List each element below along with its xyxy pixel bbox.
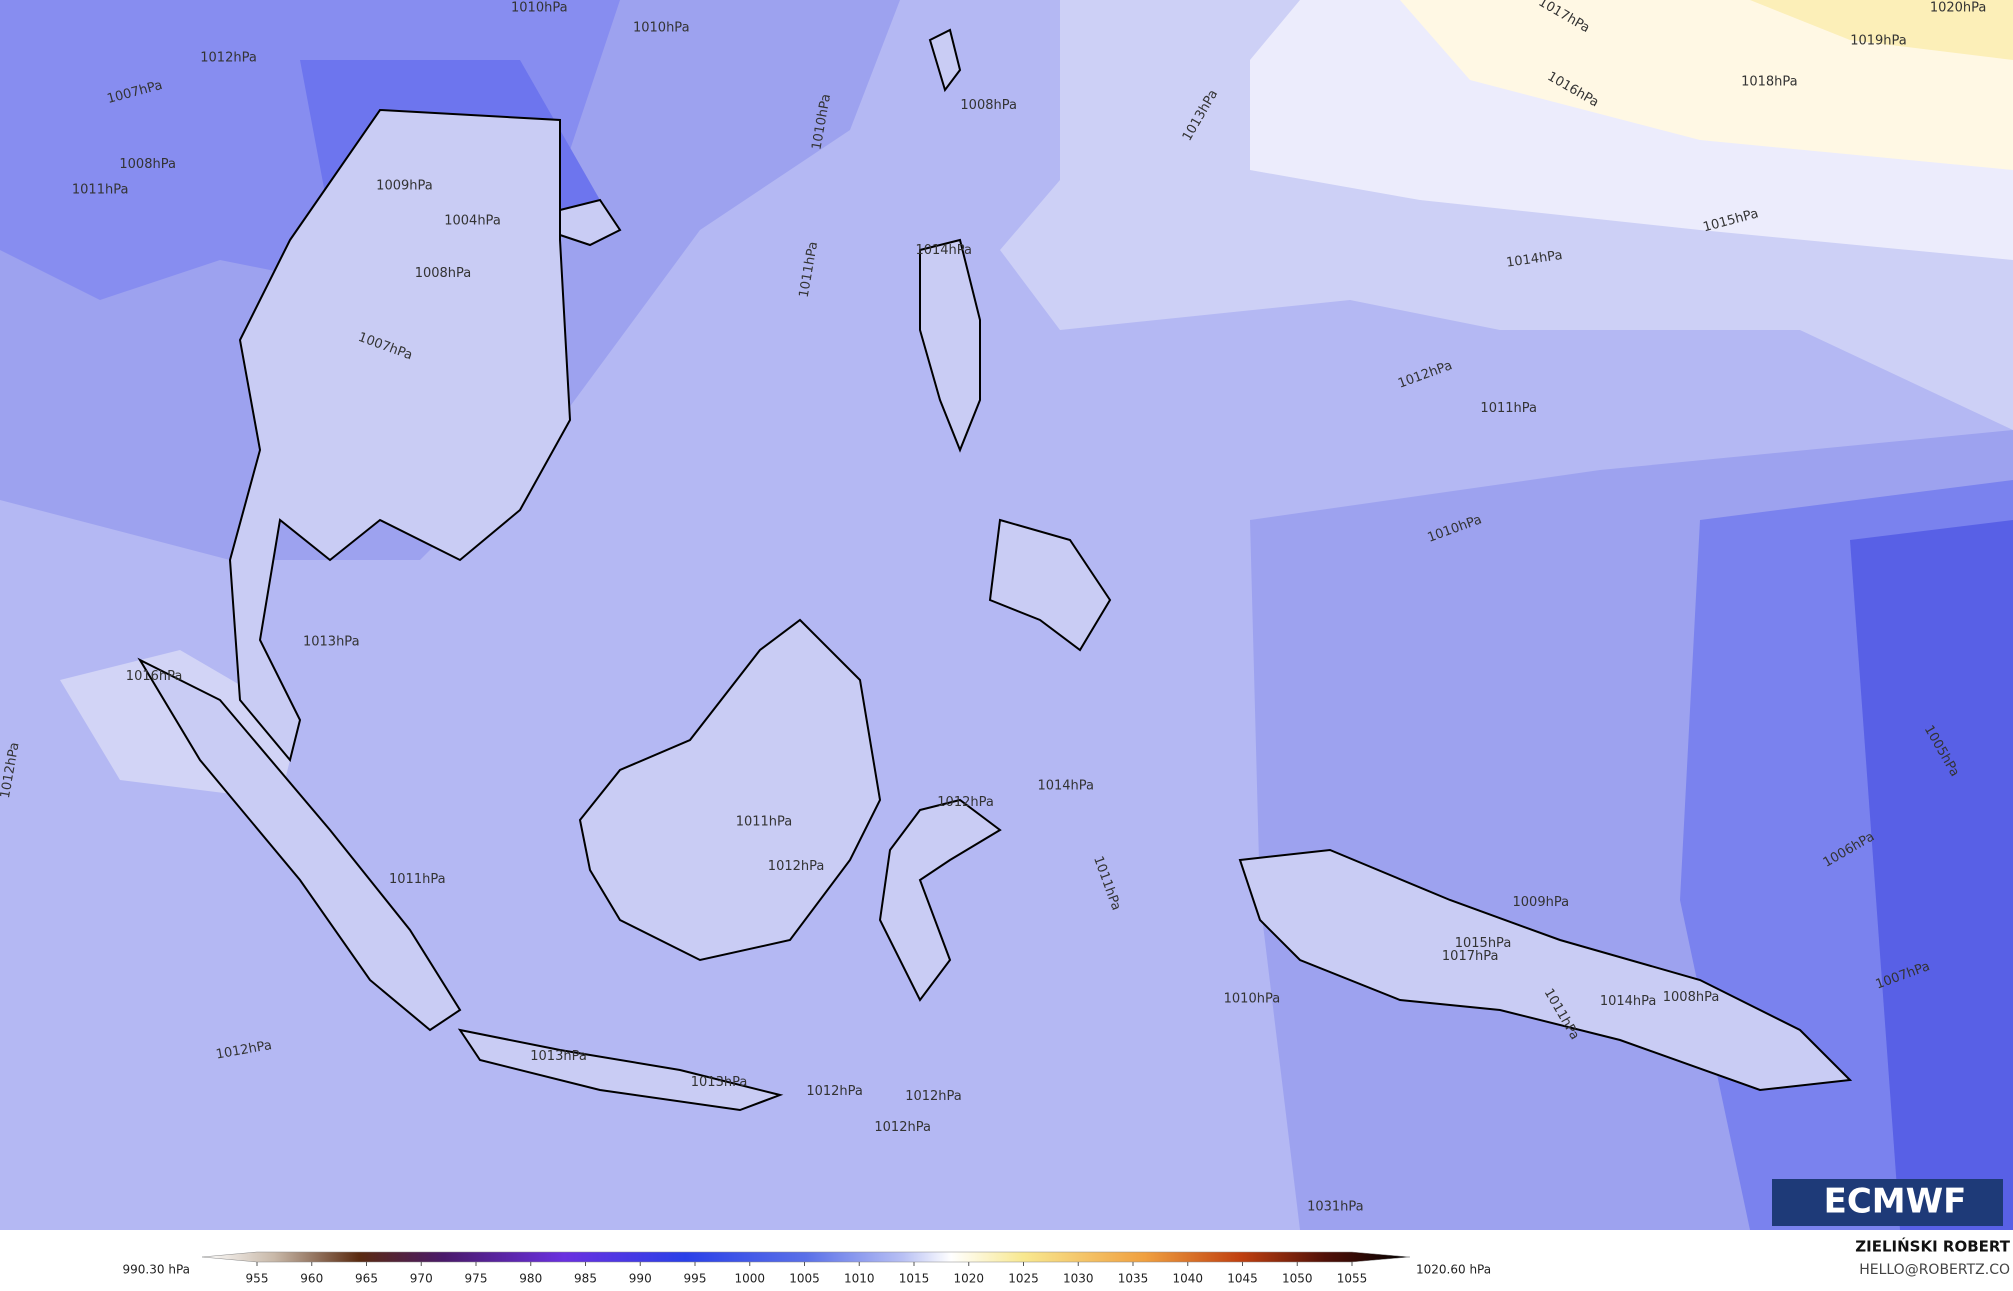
contour-label: 1014hPa [1600,994,1657,1009]
colorbar-tick-label: 1040 [1172,1272,1203,1286]
author: ZIELIŃSKI ROBERT [1855,1237,2010,1256]
contour-label: 1011hPa [389,872,446,887]
contour-label: 1012hPa [768,859,825,874]
contour-label: 1009hPa [376,179,433,194]
contour-label: 1004hPa [444,213,501,228]
colorbar-tick-label: 1035 [1118,1272,1149,1286]
contour-label: 1011hPa [72,183,129,198]
contour-label: 1013hPa [530,1049,587,1064]
colorbar-tick-label: 1020 [953,1272,984,1286]
contour-label: 1012hPa [937,795,994,810]
contour-label: 1011hPa [1480,401,1537,416]
colorbar-tick-label: 1000 [734,1272,765,1286]
contour-label: 1013hPa [691,1075,748,1090]
colorbar-tick-label: 995 [684,1272,707,1286]
contour-label: 1019hPa [1850,34,1907,49]
contour-label: 1010hPa [633,21,690,36]
coastlines [137,28,1853,1112]
contour-label: 1010hPa [1224,991,1281,1006]
contour-label: 1011hPa [736,814,793,829]
contour-label: 1018hPa [1741,75,1798,90]
logo: ECMWF [1824,1182,1967,1222]
contour-label: 1010hPa [511,1,568,16]
contour-label: 1008hPa [415,266,472,281]
contour-label: 1012hPa [874,1120,931,1135]
contour-label: 1008hPa [960,98,1017,113]
contour-label: 1008hPa [119,157,176,172]
colorbar-tick-label: 1030 [1063,1272,1094,1286]
contour-label: 1014hPa [915,243,972,258]
colorbar-tick-label: 1010 [844,1272,875,1286]
colorbar-tick-label: 980 [519,1272,542,1286]
colorbar-tick-label: 1015 [899,1272,930,1286]
colorbar-tick-label: 955 [246,1272,269,1286]
email: HELLO@ROBERTZ.CO [1859,1262,2010,1278]
colorbar-tick-label: 970 [410,1272,433,1286]
colorbar-max: 1020.60 hPa [1416,1263,1491,1277]
contour-label: 1020hPa [1930,1,1987,16]
colorbar-tick-label: 985 [574,1272,597,1286]
colorbar-tick-label: 975 [465,1272,488,1286]
colorbar [201,1251,1411,1263]
contour-label: 1013hPa [303,635,360,650]
contour-label: 1017hPa [1442,949,1499,964]
pressure-field [0,0,2013,1230]
colorbar-tick-label: 1025 [1008,1272,1039,1286]
colorbar-tick-label: 1045 [1227,1272,1258,1286]
colorbar-tick-label: 1005 [789,1272,820,1286]
contour-label: 1012hPa [806,1084,863,1099]
contour-label: 1014hPa [1037,778,1094,793]
colorbar-tick-label: 960 [300,1272,323,1286]
contour-label: 1031hPa [1307,1199,1364,1214]
colorbar-tick-label: 1055 [1337,1272,1368,1286]
contour-label: 1015hPa [1455,936,1512,951]
contour-label: 1012hPa [905,1089,962,1104]
contour-label: 1008hPa [1663,990,1720,1005]
colorbar-min: 990.30 hPa [123,1263,190,1277]
contour-label: 1012hPa [200,50,257,65]
logo-box [1772,1179,2003,1226]
contour-label: 1009hPa [1513,895,1570,910]
colorbar-tick-label: 965 [355,1272,378,1286]
colorbar-tick-label: 1050 [1282,1272,1313,1286]
colorbar-tick-label: 990 [629,1272,652,1286]
contour-label: 1016hPa [126,669,183,684]
